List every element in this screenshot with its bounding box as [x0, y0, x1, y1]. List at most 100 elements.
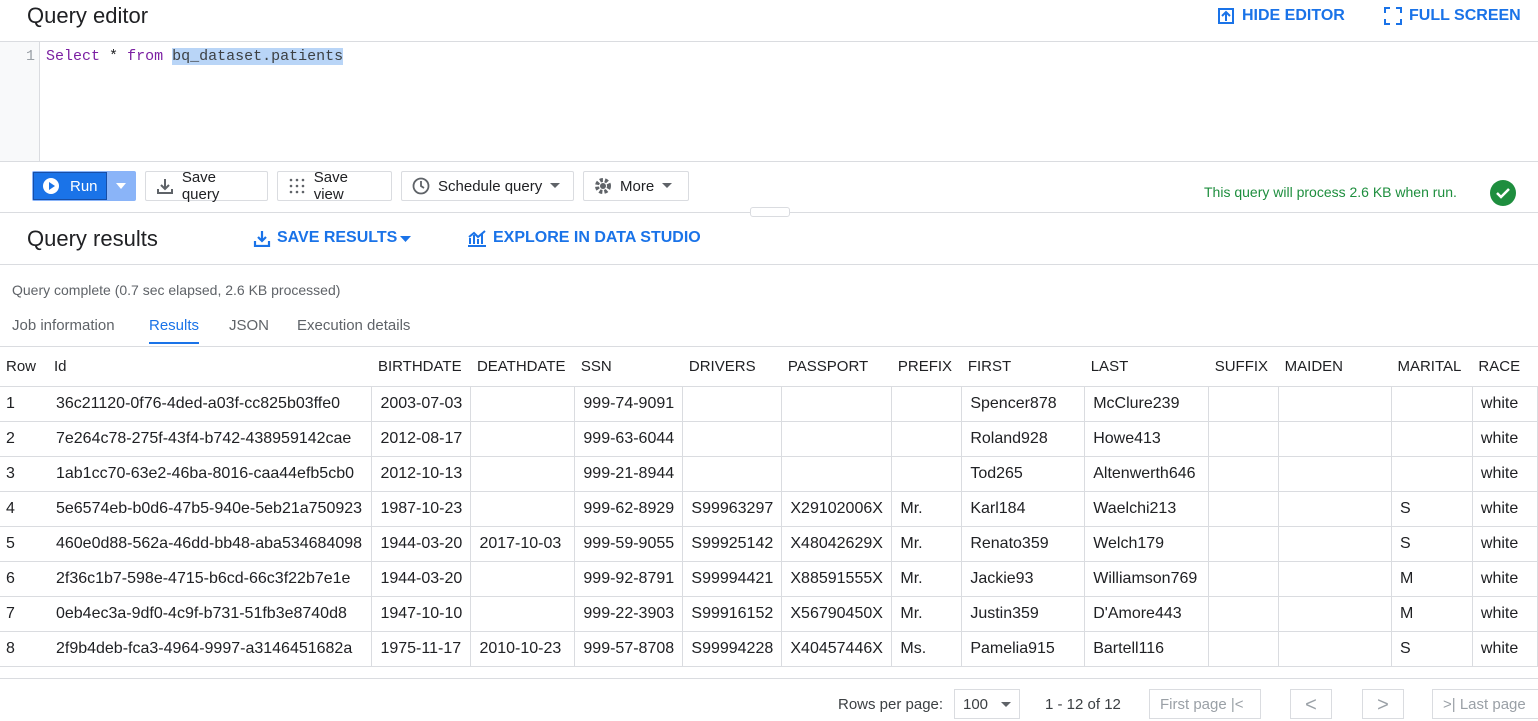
cell	[470, 595, 576, 632]
column-header: PASSPORT	[781, 347, 892, 387]
cell	[682, 420, 783, 457]
column-header: DRIVERS	[682, 347, 782, 387]
column-header: Row	[0, 347, 48, 387]
cell	[1278, 420, 1392, 457]
cell: 999-22-3903	[574, 595, 684, 632]
cell: 999-63-6044	[574, 420, 684, 457]
column-header: DEATHDATE	[470, 347, 575, 387]
cell	[1208, 525, 1280, 562]
rows-per-page-select[interactable]: 100	[954, 689, 1020, 719]
run-dropdown[interactable]	[114, 182, 128, 190]
run-icon	[43, 178, 59, 194]
prev-button[interactable]: <	[1290, 689, 1332, 719]
cell: white	[1472, 595, 1538, 632]
cell	[1391, 385, 1473, 422]
more-button[interactable]: More	[583, 171, 689, 201]
gutter: 1	[0, 42, 40, 161]
cell: 1987-10-23	[371, 490, 472, 527]
cell: S	[1391, 490, 1473, 527]
cell: D'Amore443	[1084, 595, 1210, 632]
cell: X29102006X	[781, 490, 893, 527]
cell: white	[1472, 525, 1538, 562]
cell: 1944-03-20	[371, 525, 472, 562]
cell: 2003-07-03	[371, 385, 472, 422]
column-header: Id	[47, 347, 372, 387]
column-header: PREFIX	[891, 347, 962, 387]
column-header: SUFFIX	[1208, 347, 1279, 387]
cell: Roland928	[961, 420, 1086, 457]
code-line[interactable]: Select * from bq_dataset.patients	[46, 48, 344, 65]
cell: Justin359	[961, 595, 1086, 632]
cell: S	[1391, 630, 1473, 667]
next-button[interactable]: >	[1362, 689, 1404, 719]
cell: 999-74-9091	[574, 385, 684, 422]
cell: Tod265	[961, 455, 1086, 492]
rows-per-page-label: Rows per page:	[838, 696, 944, 713]
cell: Williamson769	[1084, 560, 1210, 597]
cell: 4	[0, 490, 48, 527]
cell: white	[1472, 385, 1538, 422]
cell: Howe413	[1084, 420, 1210, 457]
cell: M	[1391, 560, 1473, 597]
cell: 999-57-8708	[574, 630, 684, 667]
cell	[1278, 385, 1392, 422]
cell: 7	[0, 595, 48, 632]
row: 4 5e6574eb-b0d6-47b5-940e-5eb21a750923 198…	[0, 490, 1538, 527]
cell: 8	[0, 630, 48, 667]
cell: 7e264c78-275f-43f4-b742-438959142cae	[47, 420, 373, 457]
explore-button[interactable]: EXPLORE IN DATA STUDIO	[493, 229, 701, 246]
cell: 999-59-9055	[574, 525, 684, 562]
cell: 3	[0, 455, 48, 492]
column-header: LAST	[1084, 347, 1209, 387]
keyword: Select	[46, 48, 101, 65]
cell: S99963297	[682, 490, 783, 527]
cell: 36c21120-0f76-4ded-a03f-cc825b03ffe0	[47, 385, 373, 422]
row: 3 1ab1cc70-63e2-46ba-8016-caa44efb5cb0 201…	[0, 455, 1538, 492]
row: 1 36c21120-0f76-4ded-a03f-cc825b03ffe0 200…	[0, 385, 1538, 422]
cell	[1278, 525, 1392, 562]
cell	[1208, 560, 1280, 597]
cell	[470, 385, 576, 422]
cell: S99916152	[682, 595, 783, 632]
cell: Waelchi213	[1084, 490, 1210, 527]
tab[interactable]: Job information	[12, 317, 115, 334]
hide-editor-button[interactable]: HIDE EDITOR	[1242, 7, 1345, 24]
save-query-button[interactable]: Save query	[145, 169, 268, 203]
first-page-button[interactable]: First page |<	[1149, 689, 1261, 719]
cell: 1975-11-17	[371, 630, 472, 667]
cell: 460e0d88-562a-46dd-bb48-aba534684098	[47, 525, 373, 562]
cell: 2010-10-23	[470, 630, 576, 667]
icon	[595, 178, 611, 194]
cell: 1944-03-20	[371, 560, 472, 597]
cell: 5e6574eb-b0d6-47b5-940e-5eb21a750923	[47, 490, 373, 527]
cell: S99925142	[682, 525, 783, 562]
cell: X48042629X	[781, 525, 893, 562]
cell: Spencer878	[961, 385, 1086, 422]
cell	[1391, 420, 1473, 457]
column-header: MARITAL	[1391, 347, 1473, 387]
full-screen-button[interactable]: FULL SCREEN	[1409, 7, 1521, 24]
run-button[interactable]: Run	[33, 172, 107, 200]
results-title: Query results	[27, 226, 158, 251]
cell	[1278, 630, 1392, 667]
schedule-query-button[interactable]: Schedule query	[401, 171, 574, 201]
tab[interactable]: JSON	[229, 317, 270, 334]
label: Save query	[181, 169, 220, 203]
resize-handle[interactable]	[750, 207, 790, 217]
label: More	[620, 177, 655, 195]
row: 8 2f9b4deb-fca3-4964-9997-a3146451682a 197…	[0, 630, 1538, 667]
cell: X88591555X	[781, 560, 893, 597]
last-page-button[interactable]: >| Last page	[1432, 689, 1538, 719]
tab[interactable]: Execution details	[297, 317, 411, 334]
cell	[781, 420, 893, 457]
validation-message: This query will process 2.6 KB when run.	[1204, 184, 1457, 200]
save-view-button[interactable]: Save view	[277, 169, 392, 203]
caret	[1001, 702, 1011, 707]
cell	[891, 420, 963, 457]
save-results-button[interactable]: SAVE RESULTS	[277, 229, 398, 246]
cell: 999-92-8791	[574, 560, 684, 597]
tab[interactable]: Results	[149, 317, 200, 344]
cell	[682, 455, 783, 492]
cell: 1	[0, 385, 48, 422]
column-header: SSN	[574, 347, 683, 387]
